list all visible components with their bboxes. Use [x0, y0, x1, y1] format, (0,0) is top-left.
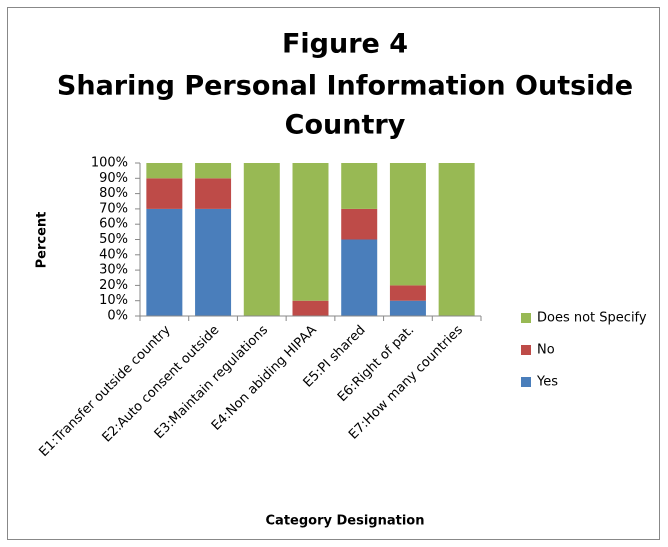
- y-tick-label: 10%: [99, 293, 128, 308]
- y-tick-label: 40%: [99, 247, 128, 262]
- y-tick-label: 20%: [99, 278, 128, 293]
- y-tick-label: 0%: [107, 309, 128, 324]
- bar-segment: [195, 163, 232, 179]
- bar-segment: [146, 163, 183, 179]
- legend-label: Yes: [536, 375, 558, 390]
- bar-segment: [292, 300, 329, 316]
- bar-segment: [146, 178, 183, 209]
- bar-segment: [292, 163, 329, 301]
- bar-segment: [195, 208, 232, 316]
- y-tick-label: 50%: [99, 232, 128, 247]
- bar-segment: [389, 285, 426, 301]
- legend-swatch: [521, 313, 531, 323]
- chart-title: Sharing Personal Information Outside: [57, 71, 633, 102]
- chart-title: Country: [285, 110, 406, 141]
- y-tick-label: 70%: [99, 201, 128, 216]
- bar-segment: [341, 163, 378, 209]
- bar-segment: [146, 208, 183, 316]
- chart-title: Figure 4: [282, 29, 408, 60]
- legend-label: Does not Specify: [537, 311, 647, 326]
- y-tick-label: 30%: [99, 263, 128, 278]
- y-tick-label: 60%: [99, 217, 128, 232]
- legend-swatch: [521, 377, 531, 387]
- y-axis-title: Percent: [35, 212, 50, 269]
- bar-segment: [243, 163, 280, 316]
- x-axis-title: Category Designation: [266, 514, 425, 529]
- legend-label: No: [537, 343, 555, 358]
- bar-segment: [341, 208, 378, 240]
- bar-segment: [389, 163, 426, 286]
- bar-segment: [195, 178, 232, 209]
- y-tick-label: 80%: [99, 186, 128, 201]
- y-tick-label: 100%: [91, 156, 128, 171]
- y-tick-label: 90%: [99, 171, 128, 186]
- bar-segment: [438, 163, 475, 316]
- bar-segment: [341, 239, 378, 316]
- bar-segment: [389, 300, 426, 316]
- chart-border: [7, 7, 660, 540]
- legend-swatch: [521, 345, 531, 355]
